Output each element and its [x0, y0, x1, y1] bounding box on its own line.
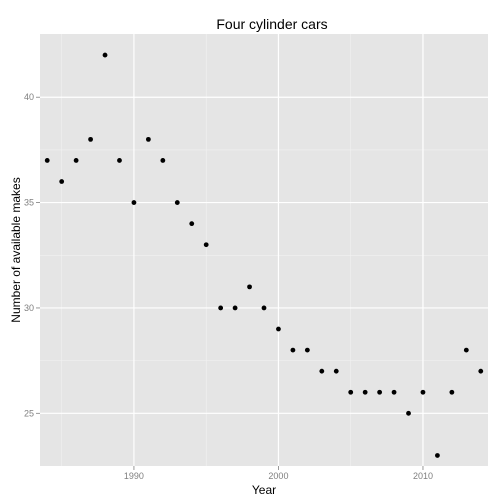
data-point [435, 453, 440, 458]
data-point [44, 158, 50, 163]
data-point [145, 136, 151, 142]
y-axis-ticks: 25 30 35 40 [24, 92, 40, 418]
x-axis-title: Year [252, 483, 276, 497]
data-point [478, 368, 484, 374]
data-point [391, 389, 397, 395]
data-point [362, 389, 368, 395]
y-tick-label: 25 [24, 408, 34, 418]
y-tick-label: 30 [24, 303, 34, 313]
data-point [304, 347, 310, 353]
data-point [88, 136, 93, 142]
data-point [59, 179, 65, 184]
data-point [333, 368, 339, 374]
data-point [117, 158, 122, 163]
data-point [232, 305, 238, 311]
data-point [348, 389, 354, 395]
data-point [290, 347, 296, 353]
chart-title: Four cylinder cars [216, 16, 327, 32]
data-point [377, 389, 383, 395]
x-tick-label: 2010 [413, 471, 433, 481]
x-axis-ticks: 1990 2000 2010 [124, 466, 433, 481]
x-tick-label: 1990 [124, 471, 144, 481]
data-point [160, 158, 166, 163]
data-point [102, 52, 108, 58]
data-points [44, 52, 484, 458]
data-point [73, 158, 79, 163]
plot-panel [40, 34, 488, 466]
y-tick-label: 35 [24, 198, 34, 208]
data-point [218, 305, 224, 311]
data-point [420, 389, 426, 395]
data-point [261, 305, 267, 311]
data-point [449, 389, 455, 395]
data-point [319, 368, 325, 374]
y-tick-label: 40 [24, 92, 34, 102]
data-point [463, 347, 469, 353]
y-axis-title: Number of available makes [9, 177, 23, 322]
data-point [203, 242, 209, 248]
x-tick-label: 2000 [268, 471, 288, 481]
data-point [406, 410, 411, 416]
data-point [247, 284, 252, 290]
data-point [131, 200, 137, 205]
data-point [276, 326, 281, 332]
minor-gridlines [40, 34, 488, 466]
data-point [189, 221, 195, 227]
data-point [174, 200, 180, 205]
